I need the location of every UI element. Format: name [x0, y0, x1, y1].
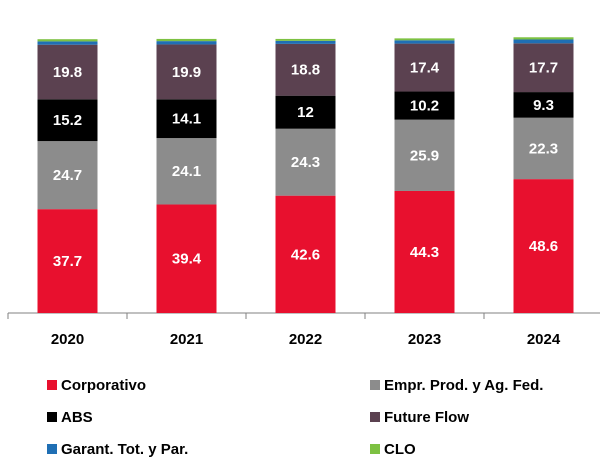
data-label: 19.9 — [172, 64, 201, 81]
bar-segment — [37, 44, 98, 100]
legend-label: ABS — [61, 409, 93, 426]
x-tick-label: 2023 — [408, 331, 441, 348]
bar-segment — [37, 209, 98, 313]
data-label: 9.3 — [533, 97, 554, 114]
x-tick-label: 2021 — [170, 331, 203, 348]
bar-segment — [513, 39, 574, 44]
data-label: 19.8 — [53, 64, 82, 81]
bar-segment — [513, 43, 574, 93]
data-label: 39.4 — [172, 251, 202, 268]
legend-swatch — [47, 412, 57, 422]
data-label: 12 — [297, 104, 314, 121]
legend-swatch — [370, 412, 380, 422]
data-label: 24.1 — [172, 163, 201, 180]
data-label: 17.7 — [529, 60, 558, 77]
bar-segment — [394, 38, 455, 41]
data-label: 24.3 — [291, 154, 320, 171]
legend-label: Garant. Tot. y Par. — [61, 441, 188, 458]
bar-segment — [394, 190, 455, 313]
bar-segment — [37, 99, 98, 142]
x-tick-label: 2020 — [51, 331, 84, 348]
data-label: 14.1 — [172, 111, 201, 128]
legend-swatch — [370, 380, 380, 390]
bar-segment — [275, 43, 336, 96]
legend-label: Corporativo — [61, 377, 146, 394]
legend-swatch — [47, 380, 57, 390]
bar-segment — [156, 138, 217, 205]
bar-segment — [156, 38, 217, 42]
bar-segment — [275, 128, 336, 196]
bar-segment — [37, 41, 98, 45]
data-label: 15.2 — [53, 112, 82, 129]
bar-segment — [513, 37, 574, 40]
data-label: 48.6 — [529, 238, 558, 255]
bar-segment — [394, 43, 455, 92]
bar-segment — [37, 141, 98, 210]
data-label: 44.3 — [410, 244, 439, 261]
bar-segment — [156, 99, 217, 139]
bar-segment — [394, 91, 455, 120]
legend-label: Empr. Prod. y Ag. Fed. — [384, 377, 543, 394]
bar-segment — [513, 179, 574, 313]
x-tick-label: 2022 — [289, 331, 322, 348]
bar-segment — [513, 92, 574, 118]
bar-segment — [275, 95, 336, 129]
legend-label: CLO — [384, 441, 416, 458]
data-label: 25.9 — [410, 147, 439, 164]
bar-segment — [156, 204, 217, 313]
bar-segment — [156, 44, 217, 100]
legend-swatch — [47, 444, 57, 454]
bar-segment — [275, 38, 336, 41]
data-label: 24.7 — [53, 167, 82, 184]
data-label: 17.4 — [410, 60, 440, 77]
data-label: 22.3 — [529, 140, 558, 157]
bar-segment — [275, 195, 336, 313]
legend-swatch — [370, 444, 380, 454]
x-tick-label: 2024 — [527, 331, 561, 348]
data-label: 10.2 — [410, 98, 439, 115]
data-label: 42.6 — [291, 246, 320, 263]
legend-label: Future Flow — [384, 409, 469, 426]
data-label: 18.8 — [291, 62, 320, 79]
bar-segment — [394, 40, 455, 44]
bar-segment — [275, 40, 336, 44]
bar-segment — [37, 39, 98, 42]
bar-segment — [513, 117, 574, 180]
data-label: 37.7 — [53, 253, 82, 270]
bar-segment — [394, 119, 455, 191]
bar-segment — [156, 41, 217, 45]
